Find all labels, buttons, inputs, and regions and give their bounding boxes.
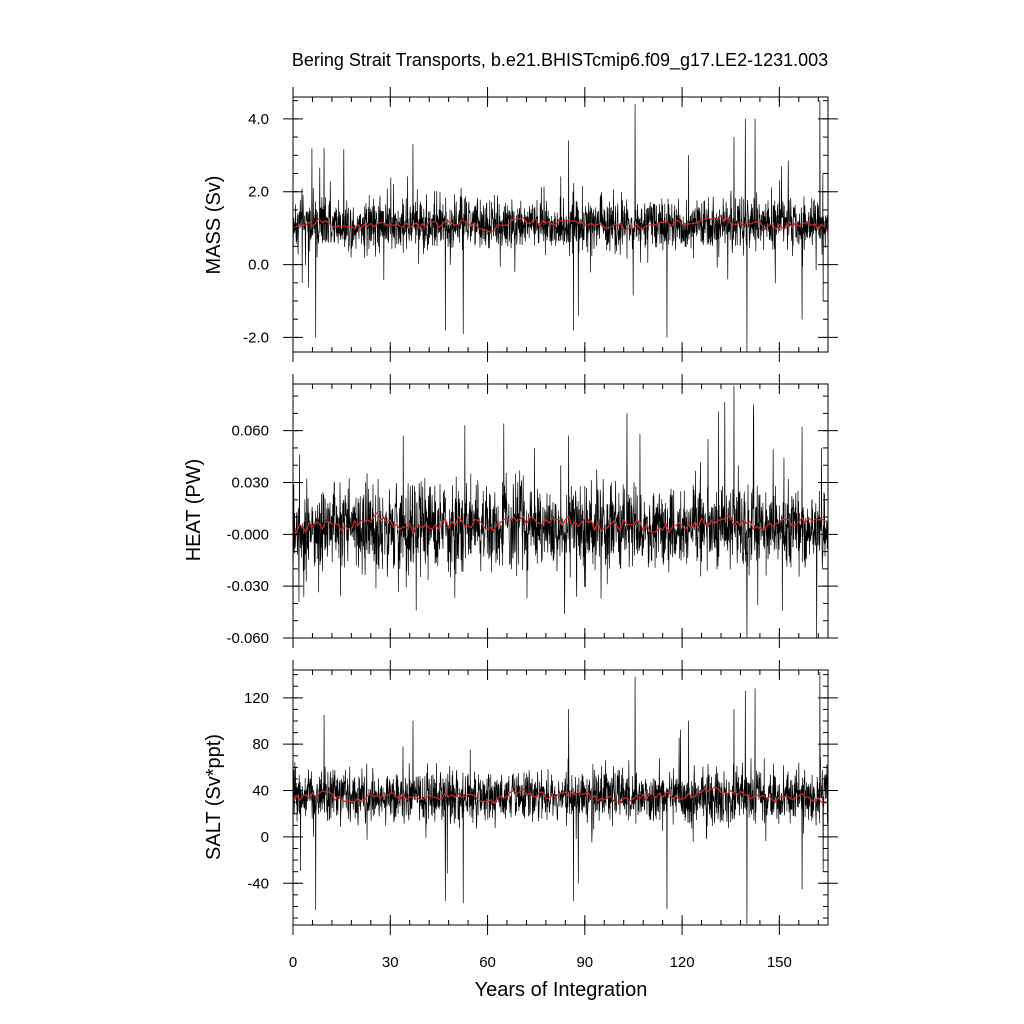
- salt-plot-frame: [292, 669, 829, 926]
- salt-x-tick-label: 60: [479, 954, 496, 971]
- salt-y-axis-title: SALT (Sv*ppt): [203, 734, 225, 860]
- heat-y-tick-label: 0.030: [231, 474, 269, 491]
- heat-y-tick-label: -0.060: [226, 630, 269, 647]
- heat-panel: HEAT (PW) -0.060 -0.030 -0.000 0.030 0.060: [183, 374, 838, 648]
- salt-x-tick-label: 150: [767, 954, 792, 971]
- mass-y-tick-label: 4.0: [248, 111, 269, 128]
- salt-x-tick-label: 0: [289, 954, 297, 971]
- salt-annual-mean-line: [293, 786, 828, 805]
- salt-y-tick-label: 0: [261, 829, 269, 846]
- salt-y-tick-label: 80: [252, 736, 269, 753]
- mass-y-tick-label: 0.0: [248, 257, 269, 274]
- heat-annual-mean-line: [293, 512, 828, 534]
- heat-y-tick-label: -0.000: [226, 526, 269, 543]
- mass-annual-mean-line: [293, 214, 828, 233]
- mass-panel: MASS (Sv) -2.0 0.0 2.0 4.0: [203, 87, 838, 362]
- salt-y-tick-label: 40: [252, 783, 269, 800]
- heat-plot-frame: [292, 383, 829, 639]
- heat-y-tick-label: 0.060: [231, 423, 269, 440]
- mass-y-axis-title: MASS (Sv): [203, 176, 225, 275]
- heat-monthly-series-line: [293, 385, 828, 638]
- heat-y-tick-label: -0.030: [226, 578, 269, 595]
- salt-y-tick-label: 120: [244, 690, 269, 707]
- salt-x-tick-label: 30: [382, 954, 399, 971]
- x-axis-title: Years of Integration: [475, 979, 648, 1001]
- salt-monthly-series-line: [293, 671, 828, 925]
- salt-x-tick-label: 90: [576, 954, 593, 971]
- figure-title: Bering Strait Transports, b.e21.BHISTcmi…: [292, 50, 828, 71]
- mass-monthly-series-line: [293, 100, 828, 352]
- heat-y-axis-title: HEAT (PW): [183, 459, 205, 562]
- mass-y-tick-label: 2.0: [248, 184, 269, 201]
- mass-plot-frame: [292, 96, 829, 353]
- salt-panel: SALT (Sv*ppt) Years of Integration -40 0 4…: [203, 660, 838, 1001]
- salt-x-tick-label: 120: [670, 954, 695, 971]
- salt-y-tick-label: -40: [247, 875, 269, 892]
- mass-y-tick-label: -2.0: [243, 329, 269, 346]
